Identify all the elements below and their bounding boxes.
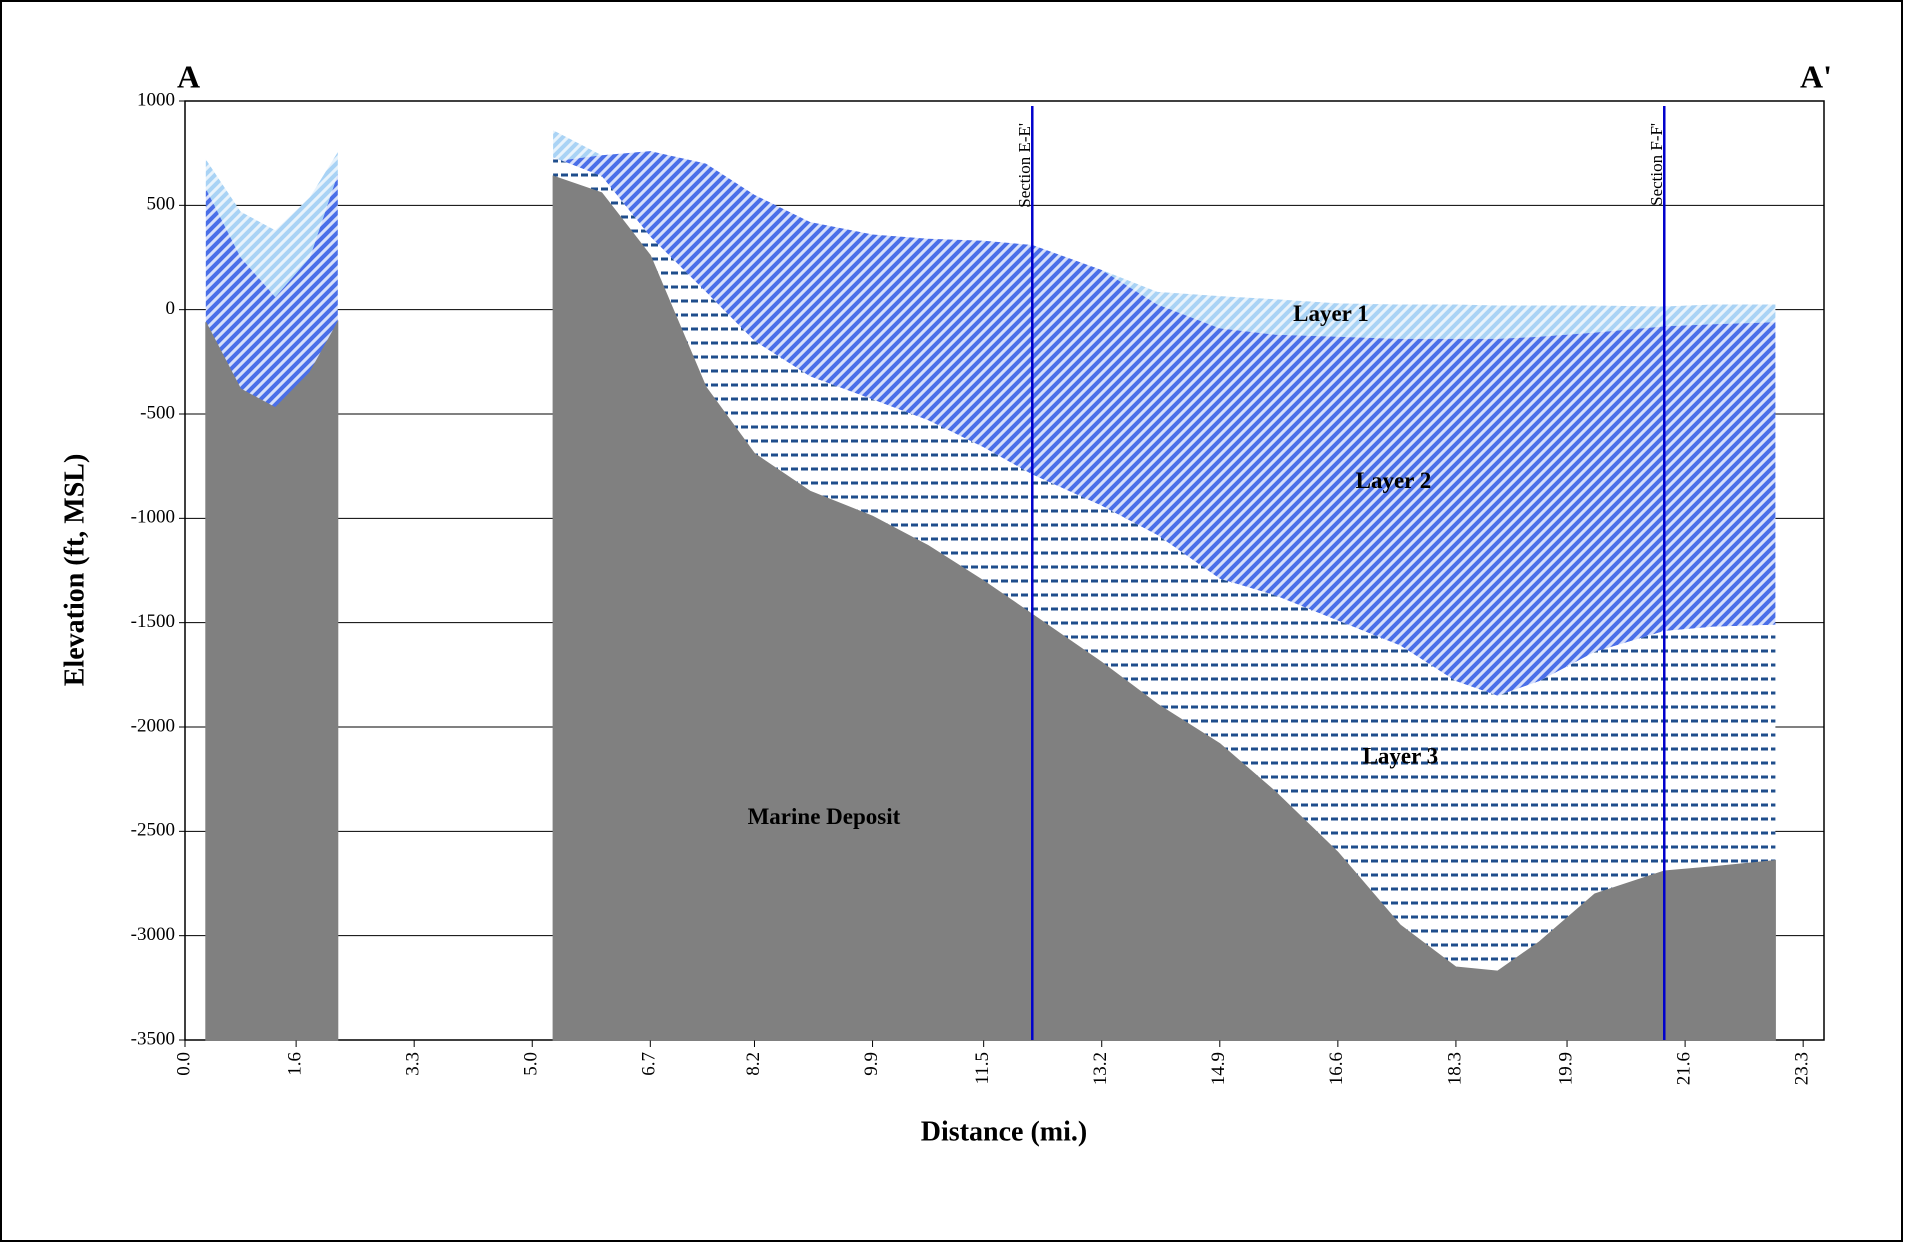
layer-area [552, 175, 1776, 1041]
x-tick-label: 21.6 [1673, 1052, 1694, 1085]
layer-area [553, 151, 1776, 696]
section-label: Section F-F' [1647, 123, 1666, 206]
x-tick-label: 13.2 [1090, 1052, 1111, 1085]
x-axis-title: Distance (mi.) [921, 1116, 1087, 1147]
y-tick-label: -1000 [131, 507, 175, 528]
layer-label: Layer 1 [1293, 301, 1369, 326]
layer-area [205, 152, 338, 298]
y-axis-title: Elevation (ft, MSL) [59, 454, 90, 687]
corner-label: A [177, 58, 200, 94]
x-tick-label: 9.9 [861, 1052, 882, 1076]
x-tick-label: 0.0 [173, 1052, 194, 1076]
layer-label: Layer 3 [1363, 744, 1439, 769]
x-tick-label: 18.3 [1444, 1052, 1465, 1085]
y-tick-label: 0 [166, 298, 176, 319]
x-tick-label: 23.3 [1792, 1052, 1813, 1085]
layer-area [553, 130, 1776, 339]
x-tick-label: 8.2 [743, 1052, 764, 1076]
corner-label: A' [1800, 58, 1832, 94]
y-tick-label: -500 [140, 402, 175, 423]
layer-label: Marine Deposit [748, 804, 901, 829]
y-tick-label: 1000 [137, 89, 175, 110]
y-tick-label: -3500 [131, 1028, 175, 1049]
x-tick-label: 1.6 [284, 1052, 305, 1076]
layer-area [205, 320, 339, 1041]
x-tick-label: 19.9 [1555, 1052, 1576, 1085]
y-tick-label: -3000 [131, 924, 175, 945]
x-tick-label: 14.9 [1208, 1052, 1229, 1085]
y-tick-label: -2000 [131, 715, 175, 736]
layer-area [553, 157, 1776, 972]
x-tick-label: 5.0 [521, 1052, 542, 1076]
x-tick-label: 11.5 [972, 1052, 993, 1085]
y-tick-label: -2500 [131, 820, 175, 841]
section-label: Section E-E' [1015, 123, 1034, 208]
y-tick-label: -1500 [131, 611, 175, 632]
y-tick-label: 500 [147, 194, 176, 215]
x-tick-label: 3.3 [403, 1052, 424, 1076]
layer-label: Layer 2 [1356, 468, 1432, 493]
layer-area [205, 174, 338, 408]
x-tick-label: 16.6 [1326, 1052, 1347, 1085]
x-tick-label: 6.7 [639, 1052, 660, 1076]
